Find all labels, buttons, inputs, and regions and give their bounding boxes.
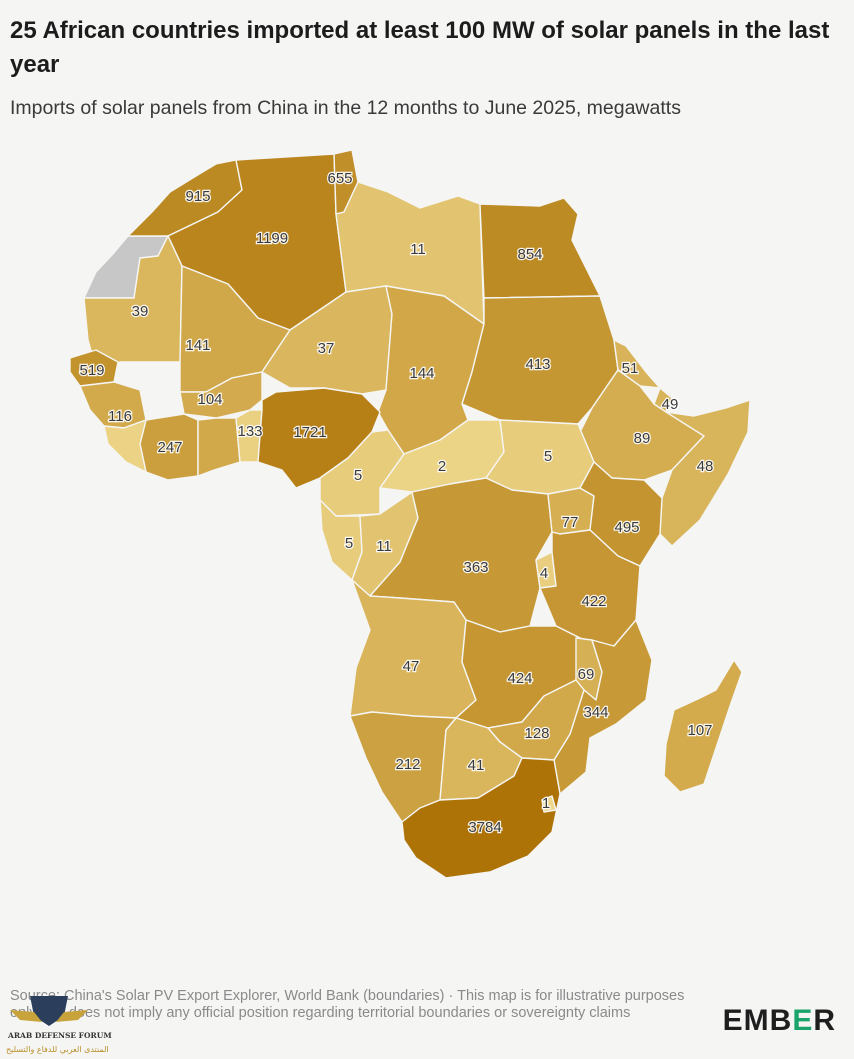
region-south-sudan[interactable] — [485, 419, 595, 495]
value-label: 89 — [634, 430, 651, 447]
wing-right-icon — [56, 1010, 88, 1022]
value-label: 1 — [542, 795, 550, 812]
value-label: 212 — [395, 756, 420, 773]
value-label: 854 — [517, 246, 542, 263]
region-ghana[interactable] — [197, 417, 241, 477]
value-label: 128 — [524, 725, 549, 742]
watermark-text: ARAB DEFENSE FORUM — [8, 1031, 112, 1040]
value-label: 5 — [345, 535, 353, 552]
region-liberia-sierraleone — [103, 419, 147, 473]
value-label: 133 — [237, 423, 262, 440]
value-label: 3784 — [468, 819, 501, 836]
value-label: 77 — [562, 514, 579, 531]
value-label: 5 — [544, 448, 552, 465]
logo-text-part-1: EMB — [722, 1004, 793, 1037]
value-label: 655 — [327, 170, 352, 187]
arab-defense-forum-watermark — [10, 996, 88, 1026]
value-label: 363 — [463, 559, 488, 576]
logo-text-part-2: E — [792, 1004, 814, 1037]
ember-logo[interactable]: EMBER — [723, 1004, 836, 1038]
value-label: 4 — [540, 565, 548, 582]
value-label: 107 — [687, 722, 712, 739]
value-label: 1721 — [293, 424, 326, 441]
region-somalia[interactable] — [659, 399, 751, 547]
shield-icon — [30, 996, 68, 1026]
value-label: 69 — [578, 666, 595, 683]
value-label: 915 — [185, 188, 210, 205]
value-label: 37 — [318, 340, 335, 357]
value-label: 104 — [197, 391, 222, 408]
value-label: 247 — [157, 439, 182, 456]
region-niger[interactable] — [261, 285, 393, 395]
watermark-subtext: المنتدى العربي للدفاع والتسليح — [6, 1045, 109, 1054]
value-label: 41 — [468, 757, 485, 774]
region-eswatini[interactable] — [541, 795, 557, 813]
logo-text-part-3: R — [813, 1004, 836, 1037]
value-label: 47 — [403, 658, 420, 675]
value-label: 141 — [185, 337, 210, 354]
value-label: 51 — [622, 360, 639, 377]
source-note: Source: China's Solar PV Export Explorer… — [10, 988, 685, 1021]
value-label: 519 — [79, 362, 104, 379]
value-label: 2 — [438, 458, 446, 475]
value-label: 344 — [583, 704, 608, 721]
region-south-africa[interactable] — [401, 757, 561, 879]
map-title: 25 African countries imported at least 1… — [10, 17, 830, 78]
value-label: 11 — [410, 241, 426, 258]
value-label: 5 — [354, 467, 362, 484]
value-label: 11 — [376, 538, 392, 555]
value-label: 1199 — [256, 230, 288, 247]
value-label: 413 — [525, 356, 550, 373]
region-madagascar[interactable] — [663, 659, 743, 793]
value-label: 49 — [662, 396, 679, 413]
value-label: 144 — [409, 365, 434, 382]
wing-left-icon — [10, 1010, 42, 1022]
map-subtitle: Imports of solar panels from China in th… — [10, 97, 681, 119]
value-label: 116 — [108, 408, 132, 425]
value-label: 495 — [614, 519, 639, 536]
value-label: 424 — [507, 670, 532, 687]
value-label: 39 — [132, 303, 149, 320]
value-label: 48 — [697, 458, 714, 475]
value-label: 422 — [581, 593, 606, 610]
